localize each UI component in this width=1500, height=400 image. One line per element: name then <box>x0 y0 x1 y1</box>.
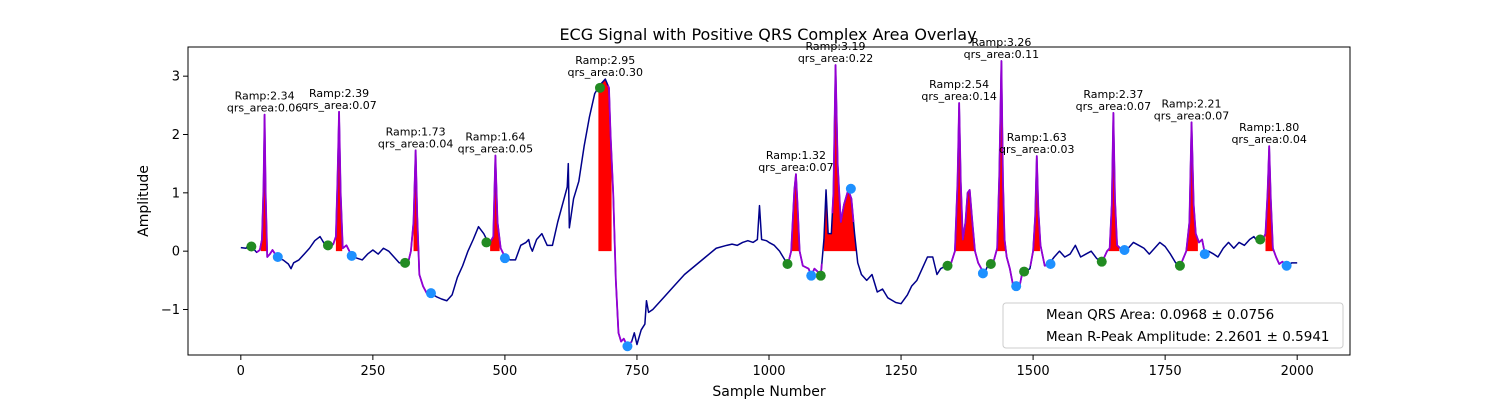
qrs-offset-marker-3 <box>425 288 436 299</box>
x-tick-label-1000: 1000 <box>752 364 785 379</box>
qrs-onset-marker-9 <box>985 259 996 269</box>
x-tick-label-500: 500 <box>492 364 517 379</box>
qrs-segment-line-7 <box>831 64 855 223</box>
qrs-offset-marker-1 <box>272 252 283 262</box>
qrs-area-fill-5 <box>598 79 612 252</box>
peak-annotation-ramp-5: Ramp:2.95 <box>575 54 635 67</box>
plot-area <box>240 60 1298 352</box>
qrs-offset-marker-6 <box>806 270 817 281</box>
x-axis-label: Sample Number <box>712 384 825 400</box>
peak-annotation-area-1: qrs_area:0.06 <box>227 102 302 115</box>
peak-annotation-ramp-8: Ramp:2.54 <box>929 78 989 91</box>
peak-annotations: Ramp:2.34qrs_area:0.06Ramp:2.39qrs_area:… <box>227 36 1307 174</box>
peak-annotation-area-6: qrs_area:0.07 <box>758 161 833 174</box>
qrs-offset-marker-11 <box>1119 245 1130 255</box>
qrs-offset-marker-2 <box>346 250 357 261</box>
peak-annotation-ramp-10: Ramp:1.63 <box>1007 131 1067 144</box>
x-tick-label-1750: 1750 <box>1149 364 1182 379</box>
qrs-offset-marker-7 <box>845 183 856 194</box>
qrs-segment-line-1 <box>256 113 279 259</box>
qrs-segment-line-8 <box>950 102 987 275</box>
peak-annotation-area-9: qrs_area:0.11 <box>964 48 1039 61</box>
y-tick-label-2: 2 <box>172 128 180 143</box>
peak-annotation-ramp-13: Ramp:1.80 <box>1239 121 1299 134</box>
peak-annotation-ramp-4: Ramp:1.64 <box>465 131 525 144</box>
qrs-onset-marker-5 <box>594 82 605 93</box>
peak-annotation-ramp-11: Ramp:2.37 <box>1083 88 1143 101</box>
qrs-onset-marker-8 <box>942 260 953 271</box>
qrs-onset-marker-6 <box>782 259 793 269</box>
peak-annotation-area-2: qrs_area:0.07 <box>301 99 376 112</box>
y-tick-label-0: 0 <box>172 245 180 260</box>
legend: Mean QRS Area: 0.0968 ± 0.0756 Mean R-Pe… <box>1002 302 1344 349</box>
legend-box <box>1002 302 1344 349</box>
y-axis-label: Amplitude <box>136 165 152 237</box>
qrs-onset-marker-1 <box>246 241 257 252</box>
legend-mean-r-peak-amplitude: Mean R-Peak Amplitude: 2.2601 ± 0.5941 <box>1046 329 1330 345</box>
qrs-offset-marker-13 <box>1281 260 1292 271</box>
y-axis-ticks: −1 0 1 2 3 <box>161 70 188 318</box>
x-tick-label-1250: 1250 <box>884 364 917 379</box>
peak-annotation-ramp-3: Ramp:1.73 <box>386 125 446 138</box>
peak-annotation-ramp-1: Ramp:2.34 <box>235 90 295 103</box>
qrs-segment-line-12 <box>1180 121 1209 265</box>
qrs-onset-marker-12 <box>1174 260 1185 271</box>
qrs-offset-marker-9 <box>1011 281 1022 292</box>
peak-annotation-area-7: qrs_area:0.22 <box>798 52 873 65</box>
chart-title: ECG Signal with Positive QRS Complex Are… <box>559 25 976 44</box>
qrs-offset-marker-8 <box>977 268 988 279</box>
qrs-onset-marker-2 <box>322 240 333 251</box>
x-tick-label-2000: 2000 <box>1281 364 1314 379</box>
qrs-onset-marker-13 <box>1255 234 1266 245</box>
qrs-segment-line-10 <box>1029 155 1053 267</box>
qrs-segment-line-13 <box>1259 145 1285 265</box>
peak-annotation-area-11: qrs_area:0.07 <box>1076 100 1151 113</box>
qrs-onset-marker-7 <box>815 270 826 281</box>
peak-annotation-area-12: qrs_area:0.07 <box>1154 109 1229 122</box>
peak-annotation-area-4: qrs_area:0.05 <box>458 143 533 156</box>
peak-annotation-area-8: qrs_area:0.14 <box>921 90 996 103</box>
qrs-offset-marker-5 <box>622 341 633 352</box>
x-tick-label-750: 750 <box>625 364 650 379</box>
x-tick-label-0: 0 <box>237 364 245 379</box>
peak-annotation-ramp-6: Ramp:1.32 <box>766 149 826 162</box>
qrs-segment-line-3 <box>404 149 431 295</box>
peak-annotation-ramp-9: Ramp:3.26 <box>971 36 1031 49</box>
peak-annotation-ramp-12: Ramp:2.21 <box>1162 97 1222 110</box>
y-tick-label-3: 3 <box>172 70 180 85</box>
qrs-segment-line-6 <box>785 173 823 277</box>
qrs-area-fill-8 <box>954 103 978 252</box>
peak-annotation-area-10: qrs_area:0.03 <box>999 143 1074 156</box>
qrs-onset-marker-4 <box>481 237 492 248</box>
qrs-onset-marker-3 <box>400 257 411 268</box>
peak-annotation-area-13: qrs_area:0.04 <box>1231 133 1306 146</box>
qrs-onset-marker-11 <box>1096 256 1107 267</box>
qrs-offset-marker-10 <box>1045 259 1056 269</box>
y-tick-label--1: −1 <box>161 303 180 318</box>
qrs-onset-marker-10 <box>1019 266 1030 277</box>
peak-annotation-area-3: qrs_area:0.04 <box>378 137 453 150</box>
qrs-offset-marker-4 <box>499 253 510 264</box>
x-axis-ticks: 0 250 500 750 1000 1250 1500 1750 2000 <box>237 355 1314 379</box>
y-tick-label-1: 1 <box>172 186 180 201</box>
qrs-area-fill-7 <box>823 65 857 252</box>
x-tick-label-250: 250 <box>360 364 385 379</box>
qrs-area-fill-12 <box>1185 122 1198 252</box>
peak-annotation-area-5: qrs_area:0.30 <box>568 66 643 79</box>
x-tick-label-1500: 1500 <box>1017 364 1050 379</box>
peak-annotation-ramp-2: Ramp:2.39 <box>309 87 369 100</box>
legend-mean-qrs-area: Mean QRS Area: 0.0968 ± 0.0756 <box>1046 307 1274 323</box>
qrs-offset-marker-12 <box>1199 249 1210 260</box>
qrs-area-fill-6 <box>788 174 801 252</box>
